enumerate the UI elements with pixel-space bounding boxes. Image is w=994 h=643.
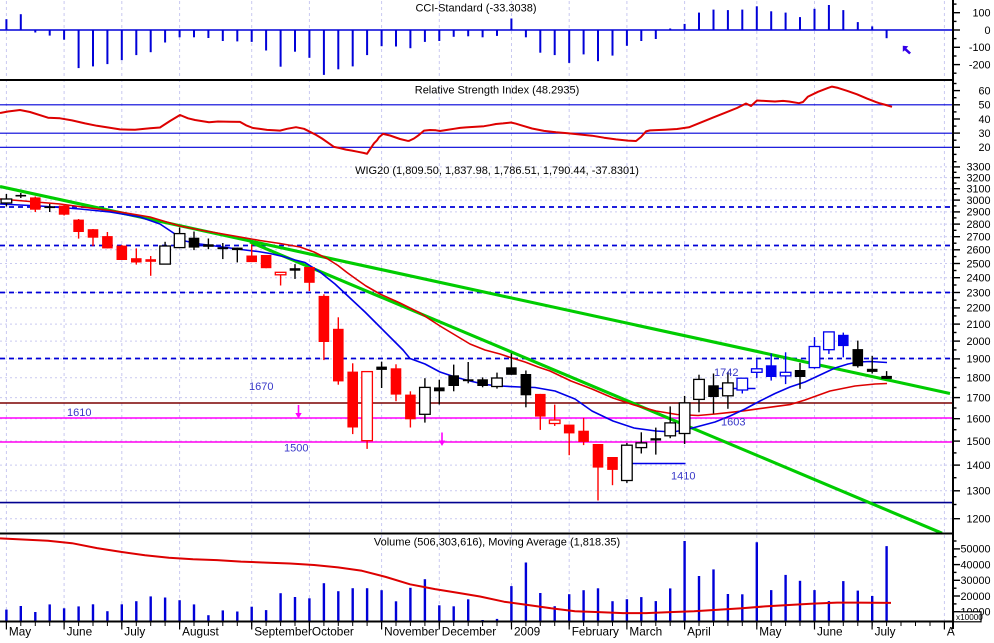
svg-text:60: 60 <box>978 85 990 97</box>
svg-text:2800: 2800 <box>966 219 990 231</box>
svg-text:2300: 2300 <box>966 287 990 299</box>
svg-text:November: November <box>384 625 438 639</box>
svg-text:2700: 2700 <box>966 232 990 244</box>
svg-text:A: A <box>947 625 955 639</box>
svg-text:0: 0 <box>984 25 990 37</box>
svg-text:x10000: x10000 <box>956 613 983 622</box>
svg-text:Volume (506,303,616), Moving A: Volume (506,303,616), Moving Average (1,… <box>374 537 620 549</box>
svg-text:2100: 2100 <box>966 319 990 331</box>
svg-text:September: September <box>254 625 312 639</box>
svg-text:1800: 1800 <box>966 373 990 385</box>
svg-text:May: May <box>9 625 31 639</box>
svg-text:1900: 1900 <box>966 354 990 366</box>
svg-text:1200: 1200 <box>966 514 990 526</box>
svg-text:2600: 2600 <box>966 245 990 257</box>
svg-text:June: June <box>67 625 93 639</box>
svg-text:1400: 1400 <box>966 460 990 472</box>
svg-text:1300: 1300 <box>966 486 990 498</box>
svg-text:1670: 1670 <box>249 381 273 393</box>
svg-text:3300: 3300 <box>966 162 990 174</box>
svg-text:20000: 20000 <box>960 591 990 603</box>
svg-text:1500: 1500 <box>966 436 990 448</box>
svg-text:40000: 40000 <box>960 559 990 571</box>
svg-text:July: July <box>124 625 145 639</box>
svg-text:2900: 2900 <box>966 207 990 219</box>
svg-text:30: 30 <box>978 128 990 140</box>
svg-text:July: July <box>875 625 896 639</box>
svg-text:February: February <box>572 625 619 639</box>
svg-text:1603: 1603 <box>721 417 745 429</box>
svg-text:3200: 3200 <box>966 172 990 184</box>
svg-text:1610: 1610 <box>67 407 91 419</box>
svg-text:-100: -100 <box>969 42 991 54</box>
svg-text:20: 20 <box>978 142 990 154</box>
svg-text:August: August <box>182 625 219 639</box>
svg-text:December: December <box>442 625 496 639</box>
svg-text:2009: 2009 <box>514 625 540 639</box>
svg-text:1600: 1600 <box>966 414 990 426</box>
svg-text:March: March <box>629 625 662 639</box>
svg-text:May: May <box>759 625 781 639</box>
svg-text:50: 50 <box>978 100 990 112</box>
svg-text:3000: 3000 <box>966 195 990 207</box>
svg-text:1500: 1500 <box>284 443 308 455</box>
svg-text:1410: 1410 <box>671 471 695 483</box>
svg-text:2000: 2000 <box>966 336 990 348</box>
svg-text:1742: 1742 <box>714 367 738 379</box>
svg-text:CCI-Standard (-33.3038): CCI-Standard (-33.3038) <box>415 3 536 15</box>
svg-text:June: June <box>817 625 843 639</box>
svg-text:3100: 3100 <box>966 184 990 196</box>
svg-text:100: 100 <box>972 8 990 20</box>
svg-text:WIG20 (1,809.50, 1,837.98, 1,7: WIG20 (1,809.50, 1,837.98, 1,786.51, 1,7… <box>355 165 639 177</box>
svg-text:1700: 1700 <box>966 392 990 404</box>
svg-text:-200: -200 <box>969 59 991 71</box>
svg-text:April: April <box>687 625 711 639</box>
svg-text:40: 40 <box>978 114 990 126</box>
svg-text:2400: 2400 <box>966 273 990 285</box>
svg-text:50000: 50000 <box>960 544 990 556</box>
svg-text:Relative Strength Index (48.29: Relative Strength Index (48.2935) <box>415 85 580 97</box>
svg-text:2500: 2500 <box>966 258 990 270</box>
svg-text:30000: 30000 <box>960 575 990 587</box>
svg-text:2200: 2200 <box>966 303 990 315</box>
svg-text:October: October <box>312 625 354 639</box>
